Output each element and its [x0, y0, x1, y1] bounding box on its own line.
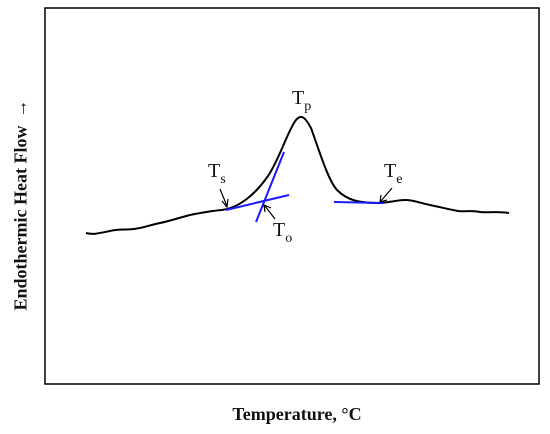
baseline-tangent-line — [225, 194, 290, 211]
y-axis-title: Endothermic Heat Flow — [10, 126, 30, 311]
ts-arrow — [219, 188, 228, 207]
heat-flow-curve — [85, 116, 510, 235]
te-arrow — [380, 187, 393, 202]
te-label: Te — [384, 160, 402, 187]
to-arrow — [264, 205, 276, 220]
x-axis-title: Temperature, °C — [232, 404, 361, 424]
plot-frame — [44, 7, 540, 385]
ts-arrowhead-icon — [221, 198, 229, 209]
y-axis-arrow-icon: → — [10, 100, 30, 118]
leading-edge-tangent-line — [255, 151, 285, 223]
end-baseline-tangent-line — [333, 201, 384, 204]
te-arrowhead-icon — [379, 194, 388, 203]
tp-label: Tp — [292, 87, 311, 114]
ts-label: Ts — [208, 160, 226, 187]
svg-text:Endothermic Heat Flow→: Endothermic Heat Flow → — [10, 100, 30, 311]
to-arrowhead-icon — [263, 204, 272, 213]
to-label: To — [273, 219, 292, 246]
y-axis-title-group: Endothermic Heat Flow → — [10, 100, 30, 311]
